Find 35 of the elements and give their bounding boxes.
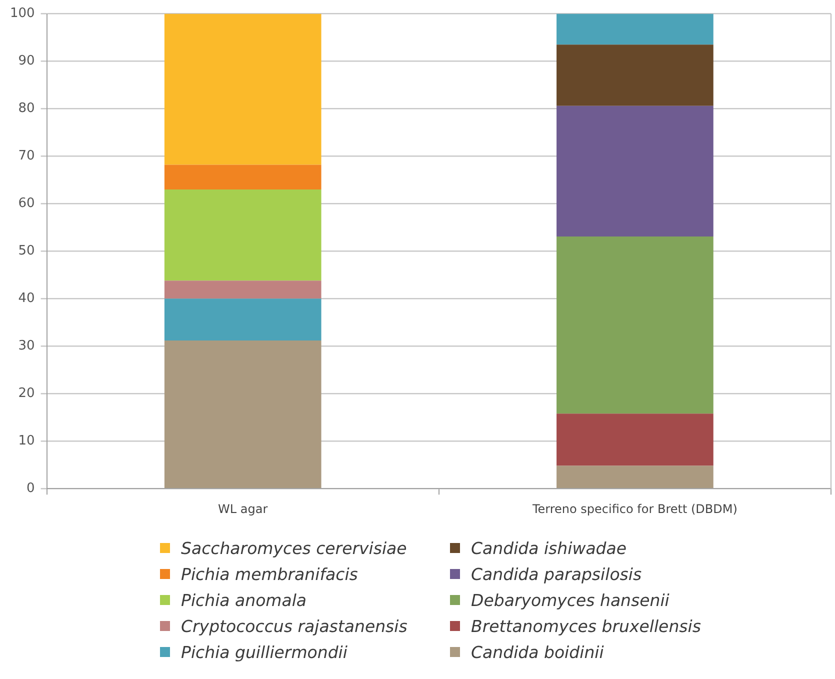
legend-label: Cryptococcus rajastanensis — [181, 616, 408, 636]
legend-label: Pichia anomala — [181, 590, 307, 610]
y-tick-label: 80 — [18, 101, 35, 116]
bar — [556, 466, 714, 488]
x-tick-label: WL agar — [218, 502, 268, 516]
legend-label: Saccharomyces cerervisiae — [181, 538, 407, 558]
bar — [556, 14, 714, 45]
bar — [164, 14, 322, 165]
legend-label: Candida ishiwadae — [471, 538, 627, 558]
y-tick-label: 100 — [10, 6, 35, 22]
y-tick-label: 70 — [18, 148, 35, 164]
y-tick-label: 0 — [26, 480, 35, 496]
y-tick-label: 90 — [18, 54, 35, 69]
bar — [164, 164, 322, 190]
bar — [556, 414, 714, 466]
bar — [556, 236, 714, 414]
y-tick-label: 30 — [18, 338, 35, 354]
bar — [164, 340, 322, 488]
bar — [164, 189, 322, 281]
bar — [164, 280, 322, 299]
legend-label: Candida parapsilosis — [471, 564, 642, 584]
y-tick-label: 20 — [18, 386, 35, 402]
x-tick-label: Terreno specifico for Brett (DBDM) — [531, 502, 738, 516]
legend-label: Brettanomyces bruxellensis — [471, 616, 701, 636]
y-tick-label: 10 — [18, 433, 35, 448]
legend-label: Candida boidinii — [471, 642, 604, 662]
bar — [556, 106, 714, 236]
bar — [556, 44, 714, 106]
y-tick-label: 50 — [18, 244, 35, 259]
y-tick-label: 40 — [18, 291, 35, 306]
legend-label: Debaryomyces hansenii — [471, 590, 670, 610]
y-tick-label: 60 — [18, 196, 35, 212]
bar — [164, 298, 322, 340]
legend-label: Pichia guilliermondii — [181, 642, 348, 662]
legend-label: Pichia membranifacis — [181, 564, 358, 584]
